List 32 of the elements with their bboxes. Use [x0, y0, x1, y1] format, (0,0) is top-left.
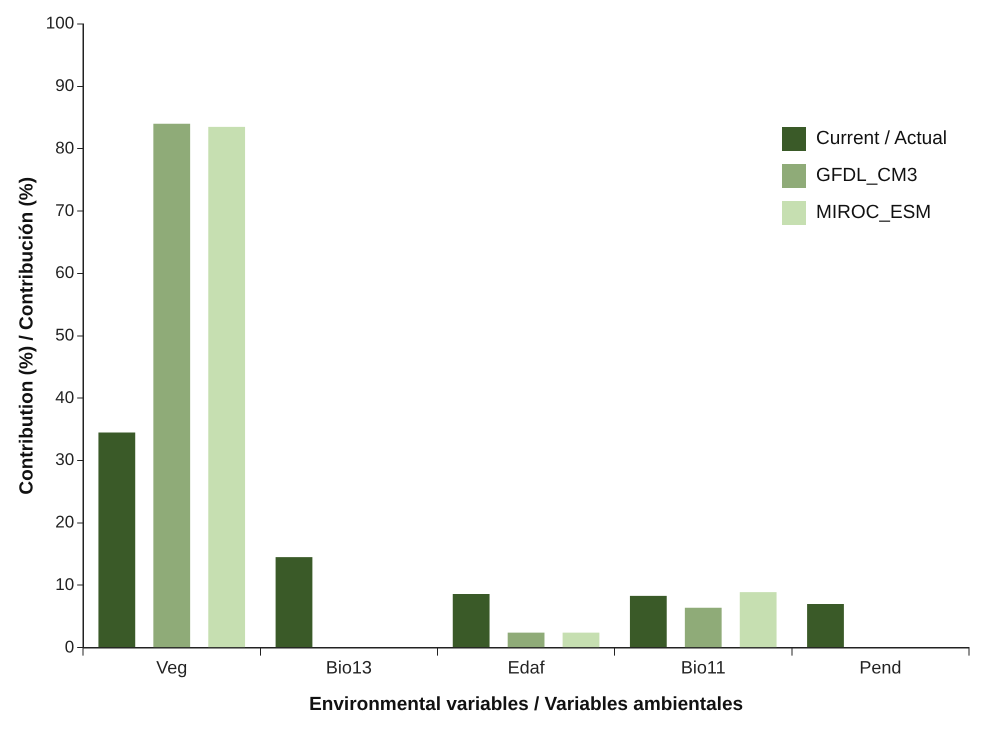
x-tick-label: Bio13 [326, 657, 372, 678]
x-tick-label: Veg [156, 657, 188, 678]
legend-label: MIROC_ESM [816, 202, 932, 224]
y-tick-label: 80 [55, 138, 74, 158]
bar [153, 124, 190, 648]
bar [740, 592, 777, 648]
bar [630, 596, 667, 648]
y-tick-label: 100 [46, 14, 74, 33]
x-tick-label: Edaf [508, 657, 546, 678]
bar [276, 557, 312, 648]
y-tick-label: 40 [55, 388, 74, 407]
x-tick-label: Pend [859, 657, 902, 678]
bar [208, 126, 246, 648]
y-tick-label: 50 [55, 325, 74, 344]
bar [562, 632, 600, 648]
y-tick-label: 10 [55, 574, 74, 594]
y-tick-label: 90 [55, 76, 74, 96]
bar [508, 632, 544, 648]
y-tick-label: 60 [55, 263, 74, 282]
legend-label: Current / Actual [816, 128, 947, 150]
legend-label: GFDL_CM3 [816, 164, 918, 186]
bar [98, 432, 136, 648]
bar [807, 604, 844, 648]
bar [452, 594, 490, 648]
y-tick-label: 30 [55, 450, 74, 470]
y-tick-label: 0 [64, 637, 74, 656]
x-tick-label: Bio11 [680, 657, 726, 678]
x-axis-title: Environmental variables / Variables ambientales [309, 694, 744, 715]
bar [684, 608, 722, 648]
y-axis-title: Contribution (%) / Contribución (%) [16, 176, 38, 495]
y-tick-label: 70 [55, 200, 74, 220]
y-tick-label: 20 [55, 512, 74, 532]
